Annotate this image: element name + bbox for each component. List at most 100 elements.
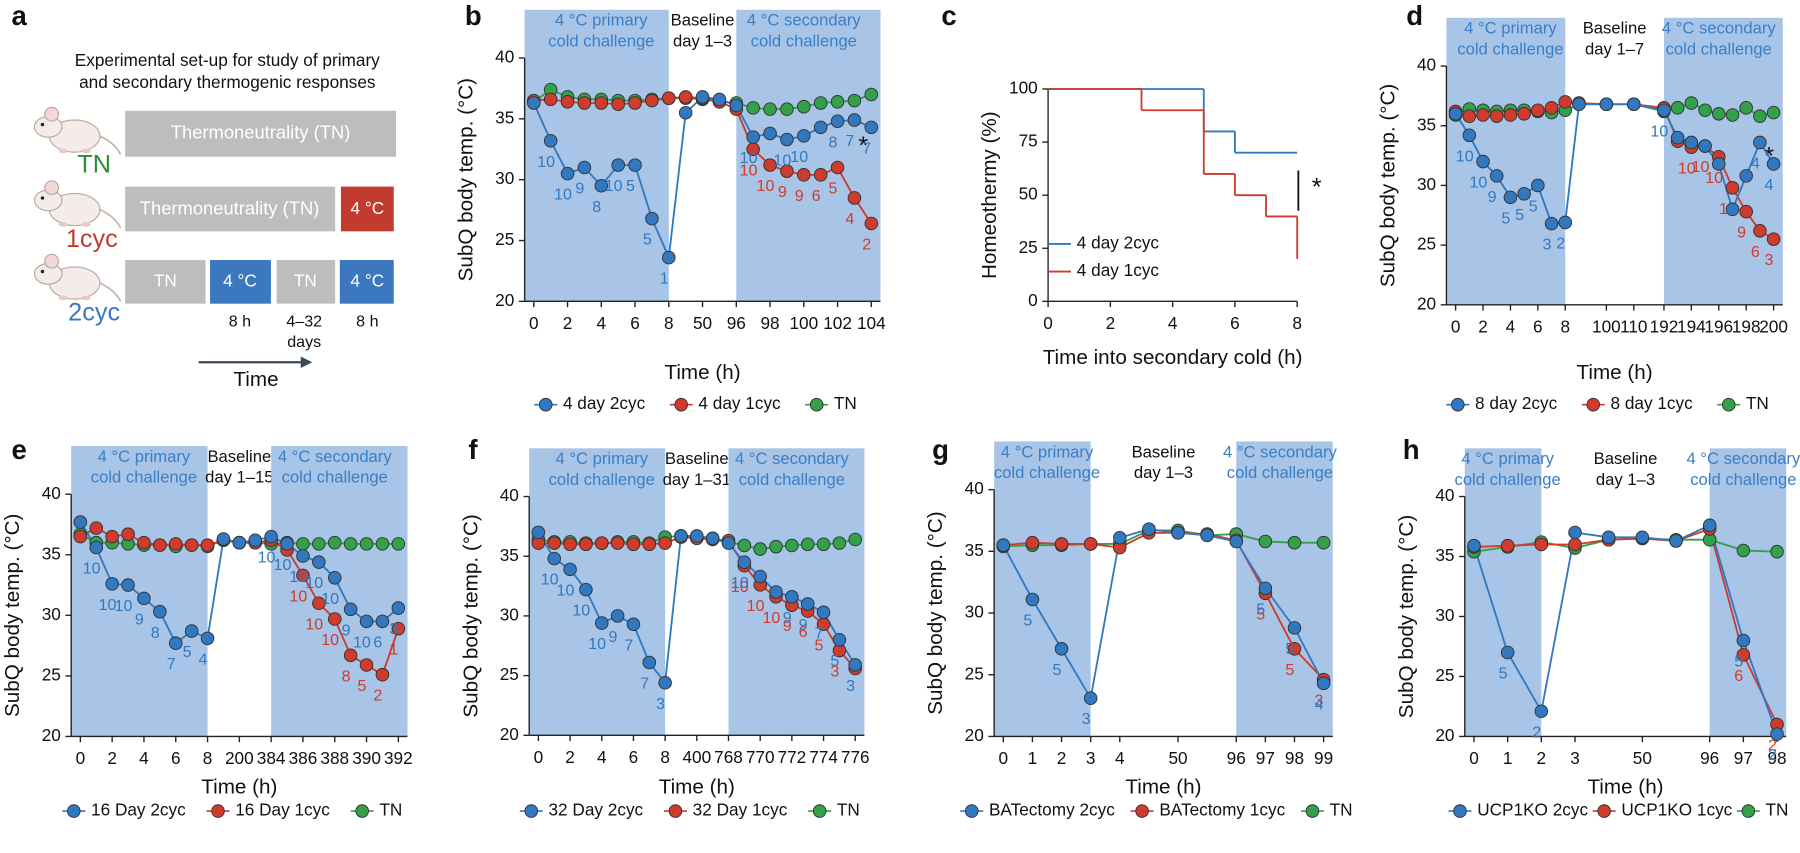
data-point <box>1568 537 1582 552</box>
panel-letter: h <box>1403 434 1420 465</box>
data-point <box>1702 518 1717 533</box>
data-point <box>1531 103 1545 117</box>
y-tick-label: 50 <box>1019 184 1038 204</box>
data-point <box>1517 187 1531 201</box>
significance-mark: * <box>858 132 868 160</box>
legend-label: 4 day 2cyc <box>563 393 646 413</box>
y-axis-label: Homeothermy (%) <box>978 111 1001 279</box>
data-point <box>1627 97 1641 112</box>
data-point <box>658 675 672 690</box>
x-tick-label: 50 <box>693 313 712 333</box>
y-tick-label: 25 <box>500 664 519 684</box>
data-point <box>264 529 278 544</box>
x-tick-label: 96 <box>1700 748 1719 768</box>
condition-label: 4 °C <box>351 198 385 218</box>
x-tick-label: 388 <box>320 748 349 768</box>
n-label: 10 <box>258 549 276 567</box>
x-axis-label: Time (h) <box>659 776 735 799</box>
data-point <box>705 531 720 546</box>
data-point <box>628 96 642 110</box>
data-point <box>296 568 310 583</box>
data-point <box>1054 642 1069 656</box>
n-label: 10 <box>773 152 791 170</box>
data-point <box>105 529 119 544</box>
data-point <box>712 92 727 107</box>
x-tick-label: 196 <box>1704 316 1733 336</box>
data-point <box>216 532 231 546</box>
panel-letter: a <box>11 0 27 31</box>
y-tick-label: 40 <box>42 483 61 503</box>
data-point <box>375 537 390 551</box>
x-tick-label: 400 <box>682 747 711 767</box>
region-label: day 1–7 <box>1585 39 1644 58</box>
data-point <box>763 126 777 141</box>
x-tick-label: 198 <box>1732 316 1761 336</box>
data-point <box>800 597 815 611</box>
data-point <box>168 537 183 551</box>
data-point <box>1531 178 1545 193</box>
region-label: day 1–3 <box>673 31 732 50</box>
data-point <box>780 164 794 178</box>
data-point <box>1534 704 1549 719</box>
data-point <box>1083 537 1098 551</box>
legend-label: TN <box>1330 800 1353 820</box>
x-tick-label: 104 <box>857 313 886 333</box>
data-point <box>1736 633 1751 648</box>
y-tick-label: 100 <box>1009 78 1038 98</box>
x-tick-label: 97 <box>1256 748 1275 768</box>
n-label: 3 <box>1082 710 1091 728</box>
data-point <box>153 604 167 619</box>
x-tick-label: 772 <box>778 747 807 767</box>
n-label: 4 <box>1315 695 1324 713</box>
n-label: 9 <box>1737 224 1746 242</box>
y-tick-label: 20 <box>42 725 61 745</box>
data-point <box>1544 216 1559 231</box>
n-label: 3 <box>1765 251 1774 269</box>
chart-panel: 4 °C primary cold challenge Baseline day 1–… <box>1395 434 1800 820</box>
y-tick-label: 35 <box>500 545 519 565</box>
n-label: 10 <box>289 568 307 586</box>
data-point <box>375 614 390 629</box>
x-tick-label: 2 <box>1057 748 1067 768</box>
n-label: 5 <box>626 177 635 195</box>
data-point <box>1599 97 1614 112</box>
duration-label: 8 h <box>356 312 378 330</box>
data-point <box>1670 101 1685 115</box>
y-tick-label: 25 <box>42 664 61 684</box>
data-point <box>1229 534 1244 549</box>
n-label: 7 <box>862 139 871 157</box>
y-tick-label: 40 <box>1417 55 1436 75</box>
data-point <box>232 535 247 550</box>
legend-label: 4 day 1cyc <box>698 393 781 413</box>
challenge-shade <box>529 448 666 736</box>
legend-label: TN <box>1746 393 1769 413</box>
n-label: 10 <box>557 581 575 599</box>
data-point <box>626 617 641 632</box>
n-label: 5 <box>1501 209 1510 227</box>
data-point <box>1753 135 1767 150</box>
data-point <box>73 529 88 544</box>
data-point <box>327 571 342 585</box>
x-tick-label: 2 <box>1537 748 1547 768</box>
y-tick-label: 25 <box>1417 234 1436 254</box>
x-tick-label: 0 <box>1469 748 1479 768</box>
mouse-icon <box>33 253 122 303</box>
data-point <box>864 87 879 102</box>
legend-label: 8 day 1cyc <box>1610 393 1693 413</box>
condition-label: Thermoneutrality (TN) <box>171 122 351 143</box>
x-tick-label: 50 <box>1168 748 1187 768</box>
data-point <box>343 537 358 551</box>
data-point <box>105 577 119 591</box>
data-point <box>690 529 704 543</box>
panel-a: a Experimental set-up for study of prima… <box>11 0 397 391</box>
data-point <box>753 542 767 556</box>
data-point <box>1711 157 1726 171</box>
region-label: Baseline <box>665 449 729 468</box>
data-point <box>830 95 845 109</box>
condition-box <box>340 186 394 232</box>
region-label: 4 °C primary <box>1464 19 1557 38</box>
x-tick-label: 100 <box>789 313 818 333</box>
data-point <box>832 633 847 647</box>
data-point <box>594 179 609 193</box>
